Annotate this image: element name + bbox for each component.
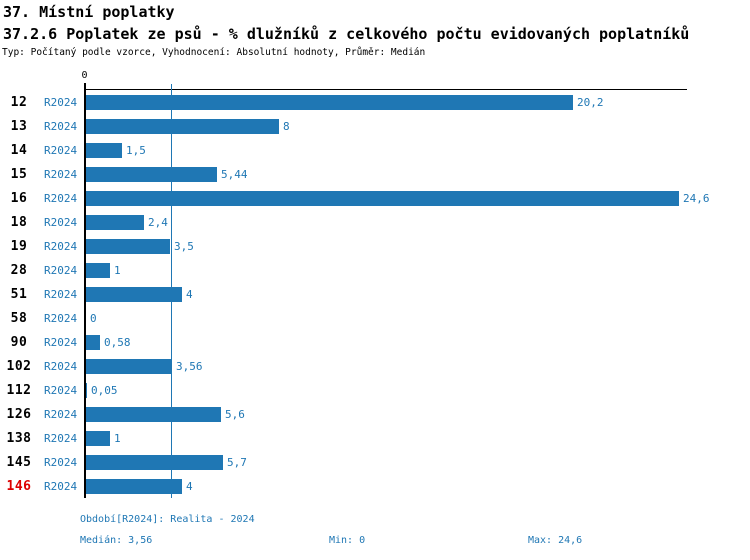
bar-value-label: 1,5 [126,143,146,157]
row-category-label: 90 [10,334,28,350]
row-category-label: 138 [6,430,32,446]
row-series-label: R2024 [44,119,78,133]
row-series-label: R2024 [44,239,78,253]
bar [86,190,679,206]
bar-value-label: 20,2 [577,95,604,109]
row-category-label: 16 [10,190,28,206]
bar-value-label: 0,58 [104,335,131,349]
bar-row: 3,56 [86,354,687,378]
bar-row: 1 [86,258,687,282]
bar [86,430,110,446]
bar [86,286,182,302]
bar [86,262,110,278]
row-category-label: 146 [6,478,32,494]
footer-period: Období[R2024]: Realita - 2024 [80,514,255,525]
row-series-label: R2024 [44,383,78,397]
bar [86,214,144,230]
bar-row: 3,5 [86,234,687,258]
axis-zero-tick-label: 0 [81,70,88,81]
row-category-label: 28 [10,262,28,278]
row-series-label: R2024 [44,335,78,349]
bar-row: 20,2 [86,90,687,114]
bar-value-label: 24,6 [683,191,710,205]
bar-row: 1 [86,426,687,450]
bar [86,382,87,398]
bar-value-label: 0,05 [91,383,118,397]
bar-value-label: 5,6 [225,407,245,421]
row-category-label: 145 [6,454,32,470]
bar-row: 0 [86,306,687,330]
axis-top-line [84,89,687,90]
bar-row: 8 [86,114,687,138]
bar-value-label: 8 [283,119,290,133]
bar-row: 2,4 [86,210,687,234]
category-label-column: 12 13 14 15 16 18 19 28 51 58 90 102 112 126 138 145 146 [4,90,34,498]
bar [86,118,279,134]
bar [86,142,122,158]
row-series-label: R2024 [44,215,78,229]
bar-plot-area: 20,2 8 1,5 5,44 24,6 2,4 3,5 1 4 0 0,58 3,56 0,05 5,6… [86,90,710,498]
bar-row: 5,6 [86,402,687,426]
row-series-label: R2024 [44,407,78,421]
row-series-label: R2024 [44,431,78,445]
chart-title: 37.2.6 Poplatek ze psů - % dlužníků z ce… [3,25,690,43]
bar [86,454,223,470]
bar-row: 0,05 [86,378,687,402]
bar-row: 1,5 [86,138,687,162]
bar-value-label: 3,5 [174,239,194,253]
row-series-label: R2024 [44,479,78,493]
bar-value-label: 2,4 [148,215,168,229]
row-category-label: 51 [10,286,28,302]
page-title: 37. Místní poplatky [3,3,175,21]
axis-left-line [84,83,86,498]
bar [86,478,182,494]
bar [86,238,170,254]
row-category-label: 19 [10,238,28,254]
row-category-label: 18 [10,214,28,230]
bar-value-label: 4 [186,287,193,301]
row-series-label: R2024 [44,455,78,469]
bar-row: 0,58 [86,330,687,354]
series-label-column: R2024 R2024 R2024 R2024 R2024 R2024 R2024 R2024… [44,90,80,498]
row-category-label: 112 [6,382,32,398]
bar [86,94,573,110]
bar-value-label: 5,7 [227,455,247,469]
bar-value-label: 3,56 [176,359,203,373]
footer-min: Min: 0 [329,535,366,546]
row-category-label: 14 [10,142,28,158]
bar-row: 24,6 [86,186,710,210]
row-series-label: R2024 [44,167,78,181]
bar-value-label: 1 [114,263,121,277]
bar [86,334,100,350]
row-category-label: 15 [10,166,28,182]
footer-max: Max: 24,6 [528,535,583,546]
bar-row: 4 [86,282,687,306]
row-category-label: 58 [10,310,28,326]
row-series-label: R2024 [44,95,78,109]
row-category-label: 102 [6,358,32,374]
row-series-label: R2024 [44,359,78,373]
row-series-label: R2024 [44,143,78,157]
bar-row: 4 [86,474,687,498]
row-category-label: 13 [10,118,28,134]
row-category-label: 12 [10,94,28,110]
chart-meta-line: Typ: Počítaný podle vzorce, Vyhodnocení:… [2,47,426,58]
row-series-label: R2024 [44,311,78,325]
bar-value-label: 1 [114,431,121,445]
row-category-label: 126 [6,406,32,422]
footer-median: Medián: 3,56 [80,535,153,546]
row-series-label: R2024 [44,191,78,205]
row-series-label: R2024 [44,287,78,301]
bar-value-label: 4 [186,479,193,493]
bar-value-label: 5,44 [221,167,248,181]
bar-row: 5,44 [86,162,687,186]
row-series-label: R2024 [44,263,78,277]
bar [86,166,217,182]
bar-row: 5,7 [86,450,687,474]
bar-value-label: 0 [90,311,97,325]
bar [86,358,172,374]
bar [86,406,221,422]
